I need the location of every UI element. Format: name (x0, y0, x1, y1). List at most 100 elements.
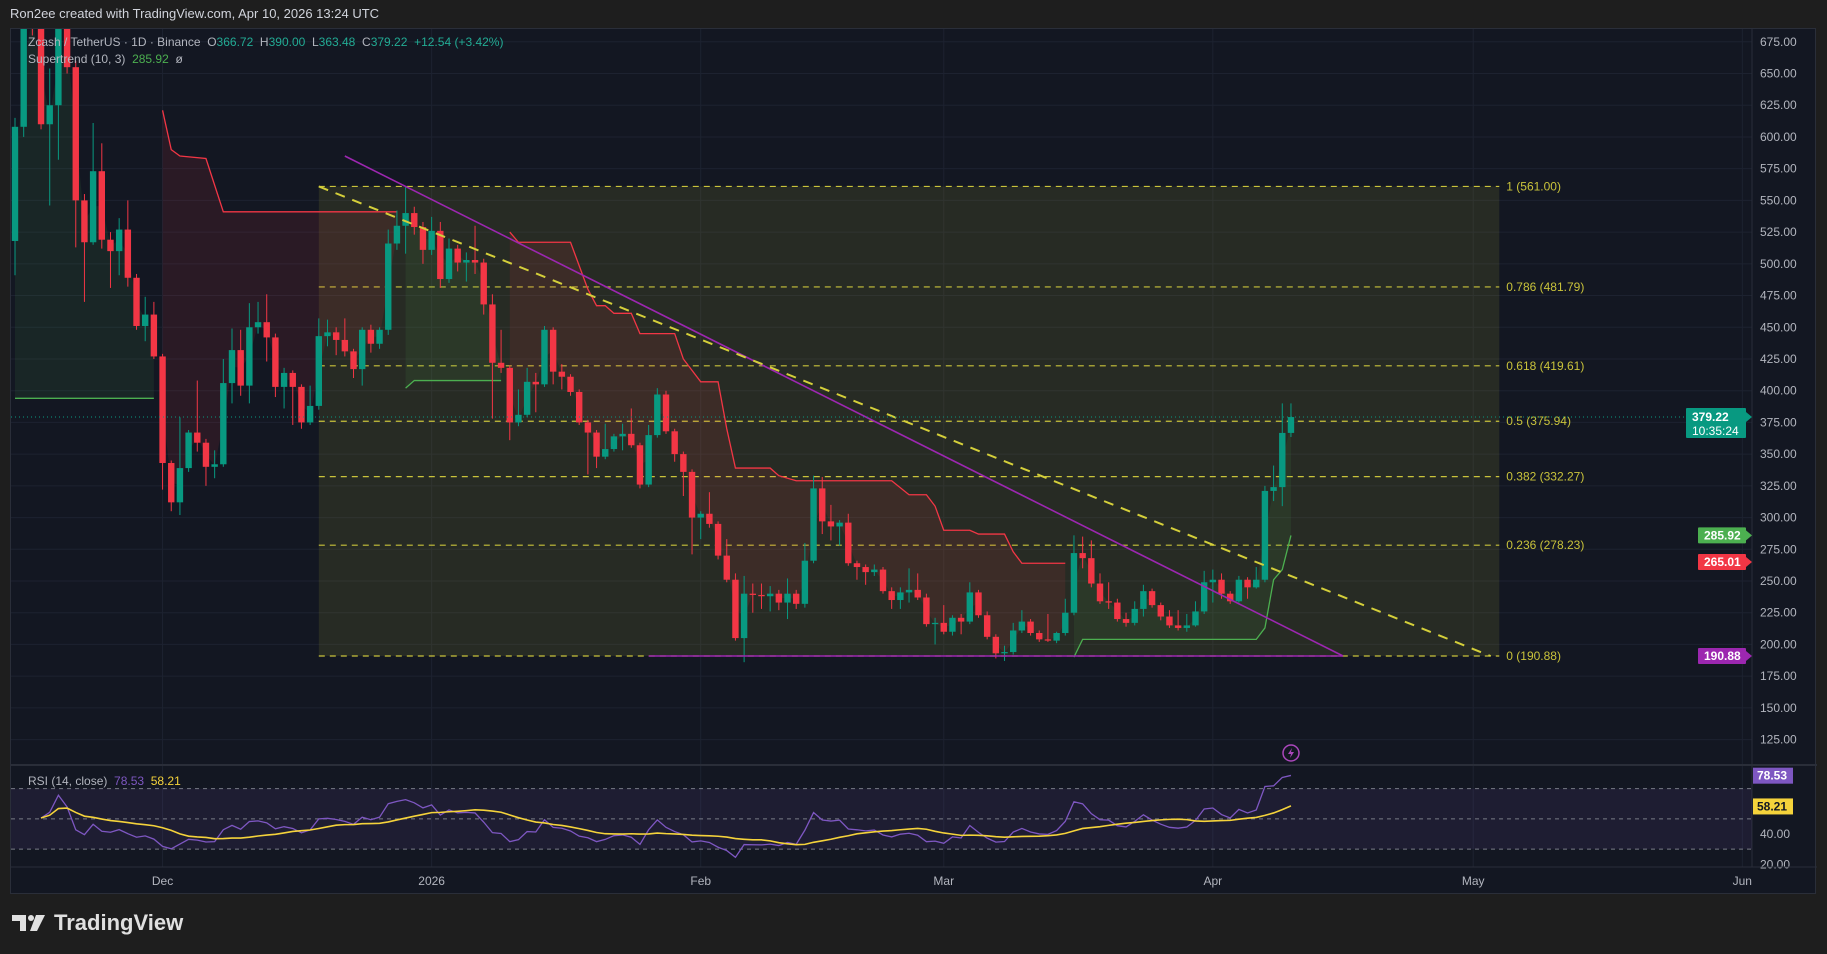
candle-body (376, 329, 383, 344)
candle-body (350, 351, 357, 370)
candle-body (576, 391, 583, 423)
candle-body (332, 332, 340, 340)
candle (31, 29, 33, 36)
candle-body (671, 431, 678, 455)
candle-body (784, 593, 791, 603)
candle (671, 428, 678, 462)
candle-body (1044, 639, 1052, 641)
price-axis-label: 200.00 (1760, 637, 1797, 651)
candle (367, 324, 375, 353)
candle-body (888, 591, 895, 601)
lightning-icon-bolt (1288, 748, 1294, 758)
candle-body (98, 171, 105, 240)
candle (1036, 630, 1043, 642)
rsi-band-fill (11, 788, 1752, 850)
supertrend-label[interactable]: Supertrend (10, 3) (28, 52, 126, 66)
candle (480, 258, 487, 315)
time-axis-label: Apr (1203, 874, 1222, 888)
candle (246, 303, 253, 404)
candle (176, 417, 184, 516)
symbol-name[interactable]: Zcash / TetherUS · 1D · Binance (28, 35, 201, 49)
candle (263, 294, 270, 362)
candle (567, 374, 574, 396)
candle (280, 367, 288, 409)
high-label: H (259, 35, 269, 49)
candle-body (593, 432, 600, 457)
price-axis-label: 375.00 (1760, 415, 1797, 429)
candle-body (931, 622, 939, 625)
candle (758, 583, 765, 609)
price-badge-text: 265.01 (1704, 555, 1741, 569)
rsi-badge-text: 78.53 (1757, 769, 1787, 783)
candle (237, 329, 244, 396)
price-badge-pointer (1746, 651, 1752, 662)
candle (46, 68, 53, 206)
candle-body (662, 394, 670, 432)
candle-body (775, 593, 783, 603)
chart-container[interactable]: 1 (561.00) 0.786 (481.79) 0.618 (419.61) 0.… (10, 28, 1817, 895)
candle-body (445, 248, 453, 280)
tradingview-logo[interactable]: TradingView (12, 910, 183, 936)
candle-body (871, 569, 878, 573)
candle (714, 521, 722, 560)
candle (1010, 622, 1017, 655)
candle (20, 29, 27, 137)
candle (706, 492, 713, 528)
candle-body (315, 336, 322, 406)
chart-canvas[interactable]: 1 (561.00) 0.786 (481.79) 0.618 (419.61) 0.… (11, 29, 1817, 895)
candle (1053, 631, 1060, 644)
candle (1192, 601, 1199, 627)
rsi-value: 78.53 (114, 774, 145, 788)
candle (949, 615, 956, 636)
candle (168, 460, 175, 512)
candle (55, 29, 62, 160)
lightning-icon (1282, 744, 1300, 762)
candle-body (523, 381, 531, 415)
price-axis-label: 425.00 (1760, 352, 1797, 366)
candle-body (1096, 583, 1104, 602)
candle-body (55, 29, 62, 106)
candle-body (385, 243, 392, 330)
candle (515, 389, 522, 427)
candle (89, 122, 97, 245)
price-badge: 265.01 (1698, 553, 1752, 570)
supertrend-extra: ø (175, 52, 183, 66)
rsi-ma-line (40, 805, 1292, 846)
candle-body (923, 597, 930, 625)
candle (931, 617, 939, 645)
candle (115, 218, 123, 276)
rsi-label[interactable]: RSI (14, close) (28, 774, 108, 788)
candle (497, 329, 505, 373)
price-axis-label: 225.00 (1760, 606, 1797, 620)
rsi-axis-label: 20.00 (1760, 857, 1790, 871)
candle (298, 384, 305, 429)
candle-body (654, 394, 661, 436)
candle-body (37, 29, 45, 125)
candle-body (419, 227, 427, 250)
candle (1174, 610, 1182, 631)
fib-level-label: 0 (190.88) (1506, 649, 1561, 663)
supertrend-fill-up (405, 219, 502, 389)
candle-body (115, 229, 123, 252)
candles (11, 29, 1295, 663)
candle-body (168, 463, 175, 503)
candle (766, 586, 774, 612)
watermark-header: Ron2ee created with TradingView.com, Apr… (10, 6, 380, 21)
candle (220, 358, 227, 467)
candle-body (46, 105, 53, 125)
price-axis-label: 625.00 (1760, 98, 1797, 112)
candle-body (359, 329, 366, 370)
candle (1209, 569, 1217, 603)
candle-body (220, 383, 227, 465)
candle-body (1183, 625, 1190, 628)
candle-body (454, 248, 461, 263)
candle (602, 423, 609, 460)
candle-body (766, 593, 774, 597)
price-axis-label: 525.00 (1760, 225, 1797, 239)
candle-body (1166, 616, 1173, 626)
candle-body (836, 522, 843, 527)
candle (376, 327, 383, 349)
supertrend-value: 285.92 (132, 52, 169, 66)
price-axis-label: 675.00 (1760, 35, 1797, 49)
